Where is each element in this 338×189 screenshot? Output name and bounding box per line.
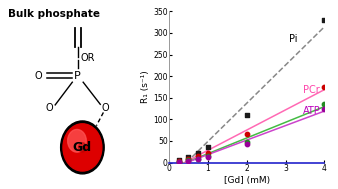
- Point: [205, 155, 211, 158]
- Text: O: O: [46, 103, 53, 113]
- Circle shape: [68, 129, 86, 152]
- Point: [186, 159, 191, 162]
- Point: [195, 155, 201, 158]
- Text: O: O: [34, 71, 42, 81]
- Circle shape: [63, 124, 102, 171]
- Y-axis label: R₁ (s⁻¹): R₁ (s⁻¹): [141, 70, 150, 103]
- Point: [244, 143, 249, 146]
- Text: PCr: PCr: [303, 85, 320, 95]
- Point: [195, 152, 201, 155]
- Text: Bulk phosphate: Bulk phosphate: [8, 9, 100, 19]
- Point: [205, 152, 211, 155]
- Point: [186, 159, 191, 162]
- Point: [244, 114, 249, 117]
- Point: [186, 158, 191, 161]
- Point: [205, 155, 211, 158]
- Point: [186, 156, 191, 159]
- Text: OR: OR: [80, 53, 95, 63]
- Text: P: P: [74, 71, 81, 81]
- Point: [176, 160, 182, 163]
- Text: O: O: [102, 103, 110, 113]
- Point: [195, 157, 201, 160]
- Text: ATP: ATP: [303, 106, 321, 116]
- Point: [244, 140, 249, 143]
- Point: [322, 85, 327, 88]
- X-axis label: [Gd] (mM): [Gd] (mM): [224, 176, 270, 185]
- Point: [205, 146, 211, 149]
- Point: [322, 107, 327, 110]
- Point: [176, 160, 182, 163]
- Point: [322, 103, 327, 106]
- Point: [176, 160, 182, 163]
- Circle shape: [61, 121, 104, 174]
- Point: [195, 158, 201, 161]
- Circle shape: [78, 143, 86, 152]
- Text: Gd: Gd: [73, 141, 92, 154]
- Point: [244, 133, 249, 136]
- Point: [322, 19, 327, 22]
- Point: [176, 159, 182, 162]
- Text: Pi: Pi: [289, 34, 298, 44]
